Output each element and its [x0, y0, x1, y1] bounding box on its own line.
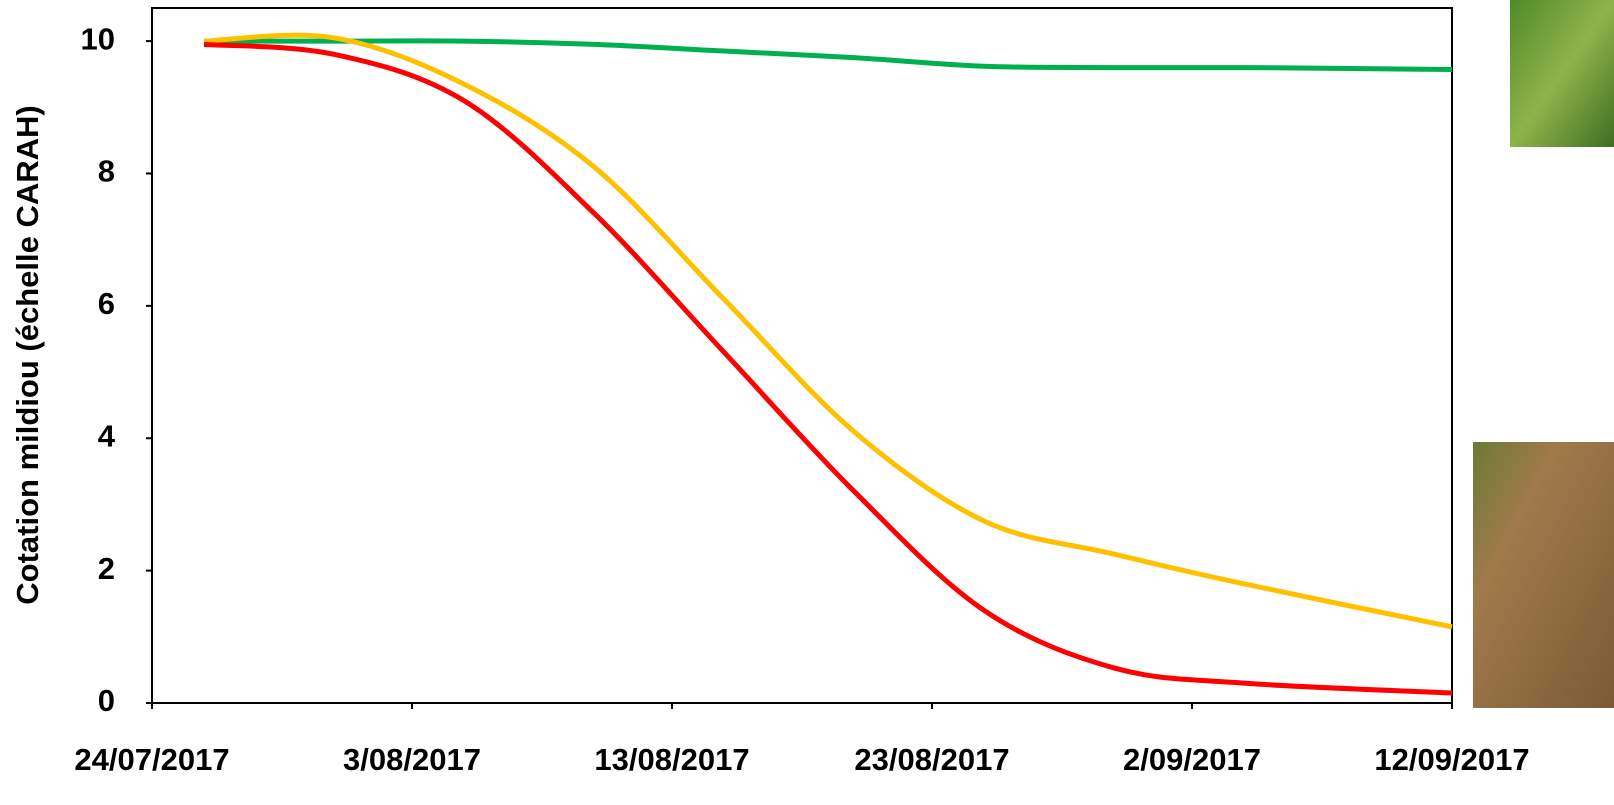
photo-diseased	[1473, 442, 1614, 708]
y-tick-label: 2	[98, 551, 115, 586]
x-tick-label: 2/09/2017	[1123, 742, 1261, 777]
x-tick-label: 24/07/2017	[74, 742, 229, 777]
y-tick-label: 8	[98, 154, 115, 189]
line-series	[204, 35, 1452, 627]
x-tick-label: 23/08/2017	[854, 742, 1009, 777]
photo-healthy	[1510, 0, 1614, 147]
x-tick-label: 13/08/2017	[594, 742, 749, 777]
chart: Cotation mildiou (échelle CARAH) 0 2 4 6 8 10…	[0, 0, 1614, 805]
y-axis-label: Cotation mildiou (échelle CARAH)	[10, 105, 45, 604]
page: Cotation mildiou (échelle CARAH) 0 2 4 6 8 10…	[0, 0, 1614, 805]
y-tick-label: 4	[98, 418, 116, 453]
y-tick-label: 0	[98, 683, 115, 718]
plot-frame	[152, 8, 1452, 703]
y-tick-label: 6	[98, 286, 115, 321]
x-tick-label: 3/08/2017	[343, 742, 481, 777]
line-series	[204, 44, 1452, 693]
y-tick-label: 10	[81, 21, 115, 56]
x-tick-label: 12/09/2017	[1374, 742, 1529, 777]
